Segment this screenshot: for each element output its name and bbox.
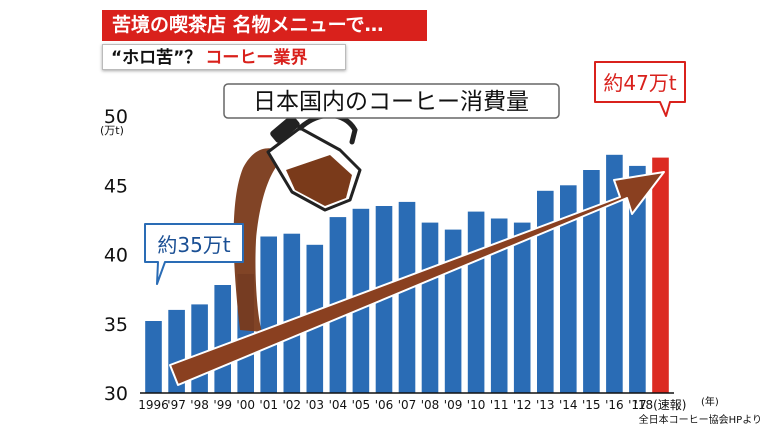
x-tick-label-7: '03 <box>306 398 325 412</box>
x-tick-label-2: '98 <box>190 398 209 412</box>
bar-6 <box>283 233 301 393</box>
source-note: 全日本コーヒー協会HPより <box>639 413 762 426</box>
x-tick-label-0: 1996 <box>138 398 169 412</box>
x-tick-label-22: '18(速報) <box>635 398 687 412</box>
bar-21 <box>629 165 646 393</box>
x-tick-label-11: '07 <box>398 398 417 412</box>
bar-16 <box>513 222 531 393</box>
x-tick-label-1: '97 <box>167 398 186 412</box>
trend-arrow <box>169 171 665 386</box>
x-tick-label-4: '00 <box>236 398 255 412</box>
x-axis-unit-label: (年) <box>701 395 719 408</box>
x-tick-label-15: '11 <box>490 398 509 412</box>
headline-text: 苦境の喫茶店 名物メニューで… <box>112 14 384 36</box>
x-tick-label-17: '13 <box>536 398 555 412</box>
x-tick-label-13: '09 <box>444 398 463 412</box>
subhead-topic: コーヒー業界 <box>205 48 308 68</box>
subhead-quote: “ホロ苦”？ <box>111 48 202 68</box>
end-annotation-label: 約47万t <box>603 71 676 95</box>
x-tick-label-9: '05 <box>352 398 371 412</box>
bar-13 <box>444 229 462 393</box>
y-tick-label-4: 50 <box>104 106 128 128</box>
x-tick-labels: 1996'97 '98 '99 '00 '01 '02 '03 '04 '05 '06 '07 '08… <box>138 398 686 412</box>
x-tick-label-8: '04 <box>329 398 348 412</box>
chart-title-box: 日本国内のコーヒー消費量 <box>223 83 560 119</box>
y-tick-label-1: 35 <box>104 314 128 336</box>
x-tick-label-12: '08 <box>421 398 440 412</box>
chart-title: 日本国内のコーヒー消費量 <box>253 89 529 115</box>
x-tick-label-3: '99 <box>213 398 232 412</box>
x-tick-label-10: '06 <box>375 398 394 412</box>
bar-5 <box>260 236 277 393</box>
bar-15 <box>490 218 508 393</box>
y-tick-label-2: 40 <box>104 245 128 267</box>
bar-14 <box>467 211 485 393</box>
x-tick-label-18: '14 <box>559 398 578 412</box>
subhead-banner: “ホロ苦”？ コーヒー業界 <box>102 44 346 70</box>
x-tick-label-20: '16 <box>605 398 624 412</box>
bar-17 <box>537 190 554 393</box>
bar-18 <box>560 185 577 394</box>
bar-0 <box>145 321 162 393</box>
y-tick-label-3: 45 <box>104 175 128 197</box>
x-tick-label-5: '01 <box>259 398 278 412</box>
bar-19 <box>583 170 600 393</box>
x-tick-label-6: '02 <box>283 398 302 412</box>
y-tick-label-0: 30 <box>104 383 128 405</box>
start-annotation: 約35万t <box>144 223 244 285</box>
x-tick-label-21: '17 <box>628 398 647 412</box>
bar-12 <box>421 222 439 393</box>
bar-2 <box>191 304 208 393</box>
start-annotation-label: 約35万t <box>157 233 230 257</box>
headline-banner: 苦境の喫茶店 名物メニューで… <box>102 10 427 41</box>
x-tick-label-19: '15 <box>582 398 601 412</box>
end-annotation: 約47万t <box>594 61 686 117</box>
bar-20 <box>606 154 623 393</box>
y-axis-unit-label: (万t) <box>100 124 124 137</box>
y-tick-labels: 30 35 40 45 50 <box>104 106 128 405</box>
bar-3 <box>214 285 231 393</box>
bar-11 <box>398 201 416 393</box>
x-tick-label-14: '10 <box>467 398 486 412</box>
bar-22 <box>652 157 669 393</box>
x-tick-label-16: '12 <box>513 398 532 412</box>
